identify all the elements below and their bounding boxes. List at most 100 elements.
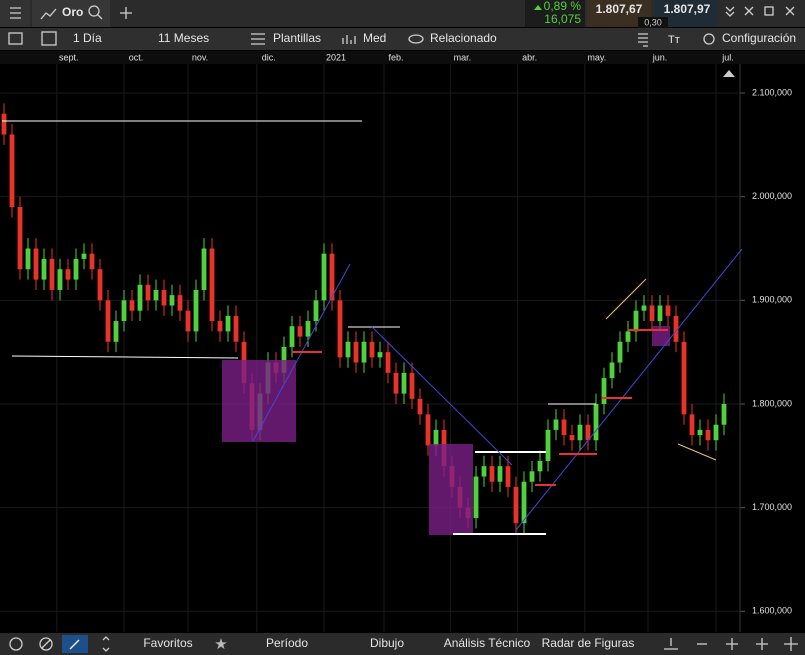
close-icon[interactable] [785,6,795,16]
trend-line [605,278,647,320]
candle-body [281,346,287,373]
candle-body [625,331,631,342]
x-tick-label: feb. [388,52,403,62]
support-line [11,355,239,359]
list-icon[interactable] [8,32,23,45]
y-tick-label: 1.700,000 [752,502,792,512]
candle-body [537,460,543,472]
layout-icon[interactable] [41,31,57,46]
candle-body [9,134,15,208]
search-icon[interactable] [88,5,100,17]
clear-icon-slash [41,639,51,649]
candle-body [393,372,399,394]
candle-body [377,352,383,358]
interval[interactable]: 1 Día [73,31,102,45]
sell-price: 1.807,67 [596,2,643,16]
candle-body [41,258,47,280]
candle-body [633,310,639,332]
candle-body [193,289,199,332]
indicator[interactable]: Med [363,31,386,45]
candle-body [1,113,7,135]
popout-icon[interactable] [764,6,774,16]
candle-body [593,403,599,441]
candle-body [297,326,303,337]
candle-body [145,284,151,301]
x-tick-label: jul. [721,52,734,62]
trend-line [371,326,513,466]
candle-body [321,253,327,301]
candle-body [17,207,23,270]
candle-body [529,471,535,482]
candle-body [657,305,663,322]
drawing[interactable]: Dibujo [370,636,404,650]
text-icon[interactable]: Tт [668,34,680,46]
change-box [525,0,585,27]
candle-body [481,466,487,477]
period[interactable]: Período [266,636,308,650]
related[interactable]: Relacionado [430,31,497,45]
collapse-icon[interactable] [725,6,735,17]
candle-body [57,269,63,290]
move-icon[interactable] [784,637,798,651]
star-icon[interactable]: ★ [214,636,227,653]
candle-body [577,424,583,441]
drawings [2,120,743,535]
anchor-icon[interactable] [664,638,678,650]
candle-body [513,486,519,524]
analysis[interactable]: Análisis Técnico [444,636,531,650]
templates[interactable]: Plantillas [273,31,321,45]
candle-body [409,372,415,399]
search-icon-handle [97,14,103,20]
spread-box [638,17,668,28]
highlight-box [222,360,296,442]
spread: 0,30 [644,17,662,27]
candle-body [25,248,31,270]
toolbar [0,28,805,50]
refresh-icon[interactable] [9,637,23,651]
zoom-in[interactable] [726,638,738,650]
candle-body [497,466,503,482]
candle-body [185,310,191,332]
candle-body [33,248,39,280]
sort-icon[interactable] [102,636,110,652]
crosshair[interactable] [756,638,768,650]
candle-body [689,414,695,436]
expand-icon[interactable] [744,6,754,16]
favorites[interactable]: Favoritos [143,636,192,650]
instrument-name: Oro [62,5,83,19]
range[interactable]: 11 Meses [158,31,209,45]
candle-body [313,300,319,322]
related-icon [408,34,424,44]
candle-body [489,466,495,482]
candle-body [673,315,679,342]
candle-body [545,429,551,461]
settings[interactable]: Configuración [722,31,796,45]
x-tick-label: nov. [192,52,208,62]
candle-body [121,300,127,322]
candle-body [617,341,623,363]
clear-icon[interactable] [39,637,53,651]
x-tick-label: abr. [522,52,537,62]
menu-icon [10,7,21,19]
pencil-icon [69,639,80,650]
candle-body [425,414,431,446]
candle-body [609,362,615,379]
candle-body [665,305,671,316]
x-tick-label: oct. [129,52,144,62]
radar[interactable]: Radar de Figuras [542,636,635,650]
candle-body [289,326,295,347]
x-tick-label: mar. [454,52,472,62]
candle-body [73,258,79,280]
candle-body [353,341,359,363]
buy-button[interactable] [654,0,718,17]
candle-body [105,300,111,342]
candle-body [137,284,143,311]
notes-icon[interactable] [638,33,648,47]
candle-body [705,429,711,441]
trend-line [515,248,743,531]
candle-body [329,253,335,301]
candle-body [209,248,215,322]
candle-body [169,295,175,306]
candle-body [49,258,55,290]
add-tab[interactable] [120,7,132,19]
